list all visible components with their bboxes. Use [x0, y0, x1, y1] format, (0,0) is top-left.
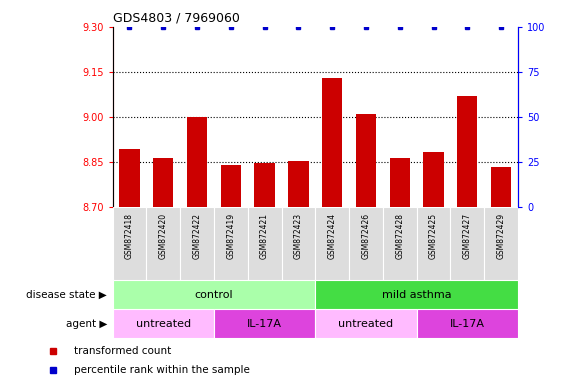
Bar	[248, 207, 282, 280]
Bar	[146, 207, 180, 280]
Bar	[423, 152, 444, 207]
Bar	[113, 280, 315, 309]
Bar	[383, 207, 417, 280]
Bar	[349, 207, 383, 280]
Text: GSM872425: GSM872425	[429, 213, 438, 259]
Bar	[315, 309, 417, 338]
Bar	[214, 207, 248, 280]
Text: GSM872419: GSM872419	[226, 213, 235, 259]
Text: GSM872429: GSM872429	[497, 213, 506, 259]
Bar	[322, 78, 342, 207]
Text: GDS4803 / 7969060: GDS4803 / 7969060	[113, 11, 239, 24]
Text: GSM872426: GSM872426	[361, 213, 370, 259]
Text: GSM872428: GSM872428	[395, 213, 404, 259]
Text: GSM872420: GSM872420	[159, 213, 168, 259]
Bar	[180, 207, 214, 280]
Bar	[153, 158, 173, 207]
Bar	[119, 149, 140, 207]
Bar	[214, 309, 315, 338]
Bar	[390, 158, 410, 207]
Text: GSM872421: GSM872421	[260, 213, 269, 259]
Text: transformed count: transformed count	[74, 346, 171, 356]
Bar	[221, 165, 241, 207]
Bar	[113, 309, 214, 338]
Bar	[450, 207, 484, 280]
Text: untreated: untreated	[338, 318, 394, 329]
Bar	[491, 167, 511, 207]
Bar	[315, 280, 518, 309]
Text: mild asthma: mild asthma	[382, 290, 452, 300]
Bar	[254, 163, 275, 207]
Bar	[417, 207, 450, 280]
Bar	[113, 207, 146, 280]
Bar	[187, 117, 207, 207]
Text: disease state ▶: disease state ▶	[26, 290, 107, 300]
Bar	[484, 207, 518, 280]
Bar	[457, 96, 477, 207]
Text: control: control	[195, 290, 233, 300]
Bar	[417, 309, 518, 338]
Text: IL-17A: IL-17A	[450, 318, 485, 329]
Text: agent ▶: agent ▶	[66, 318, 107, 329]
Text: untreated: untreated	[136, 318, 191, 329]
Text: GSM872427: GSM872427	[463, 213, 472, 259]
Text: percentile rank within the sample: percentile rank within the sample	[74, 365, 249, 375]
Text: GSM872418: GSM872418	[125, 213, 134, 259]
Bar	[288, 161, 309, 207]
Bar	[282, 207, 315, 280]
Text: GSM872424: GSM872424	[328, 213, 337, 259]
Text: IL-17A: IL-17A	[247, 318, 282, 329]
Bar	[356, 114, 376, 207]
Bar	[315, 207, 349, 280]
Text: GSM872422: GSM872422	[193, 213, 202, 259]
Text: GSM872423: GSM872423	[294, 213, 303, 259]
